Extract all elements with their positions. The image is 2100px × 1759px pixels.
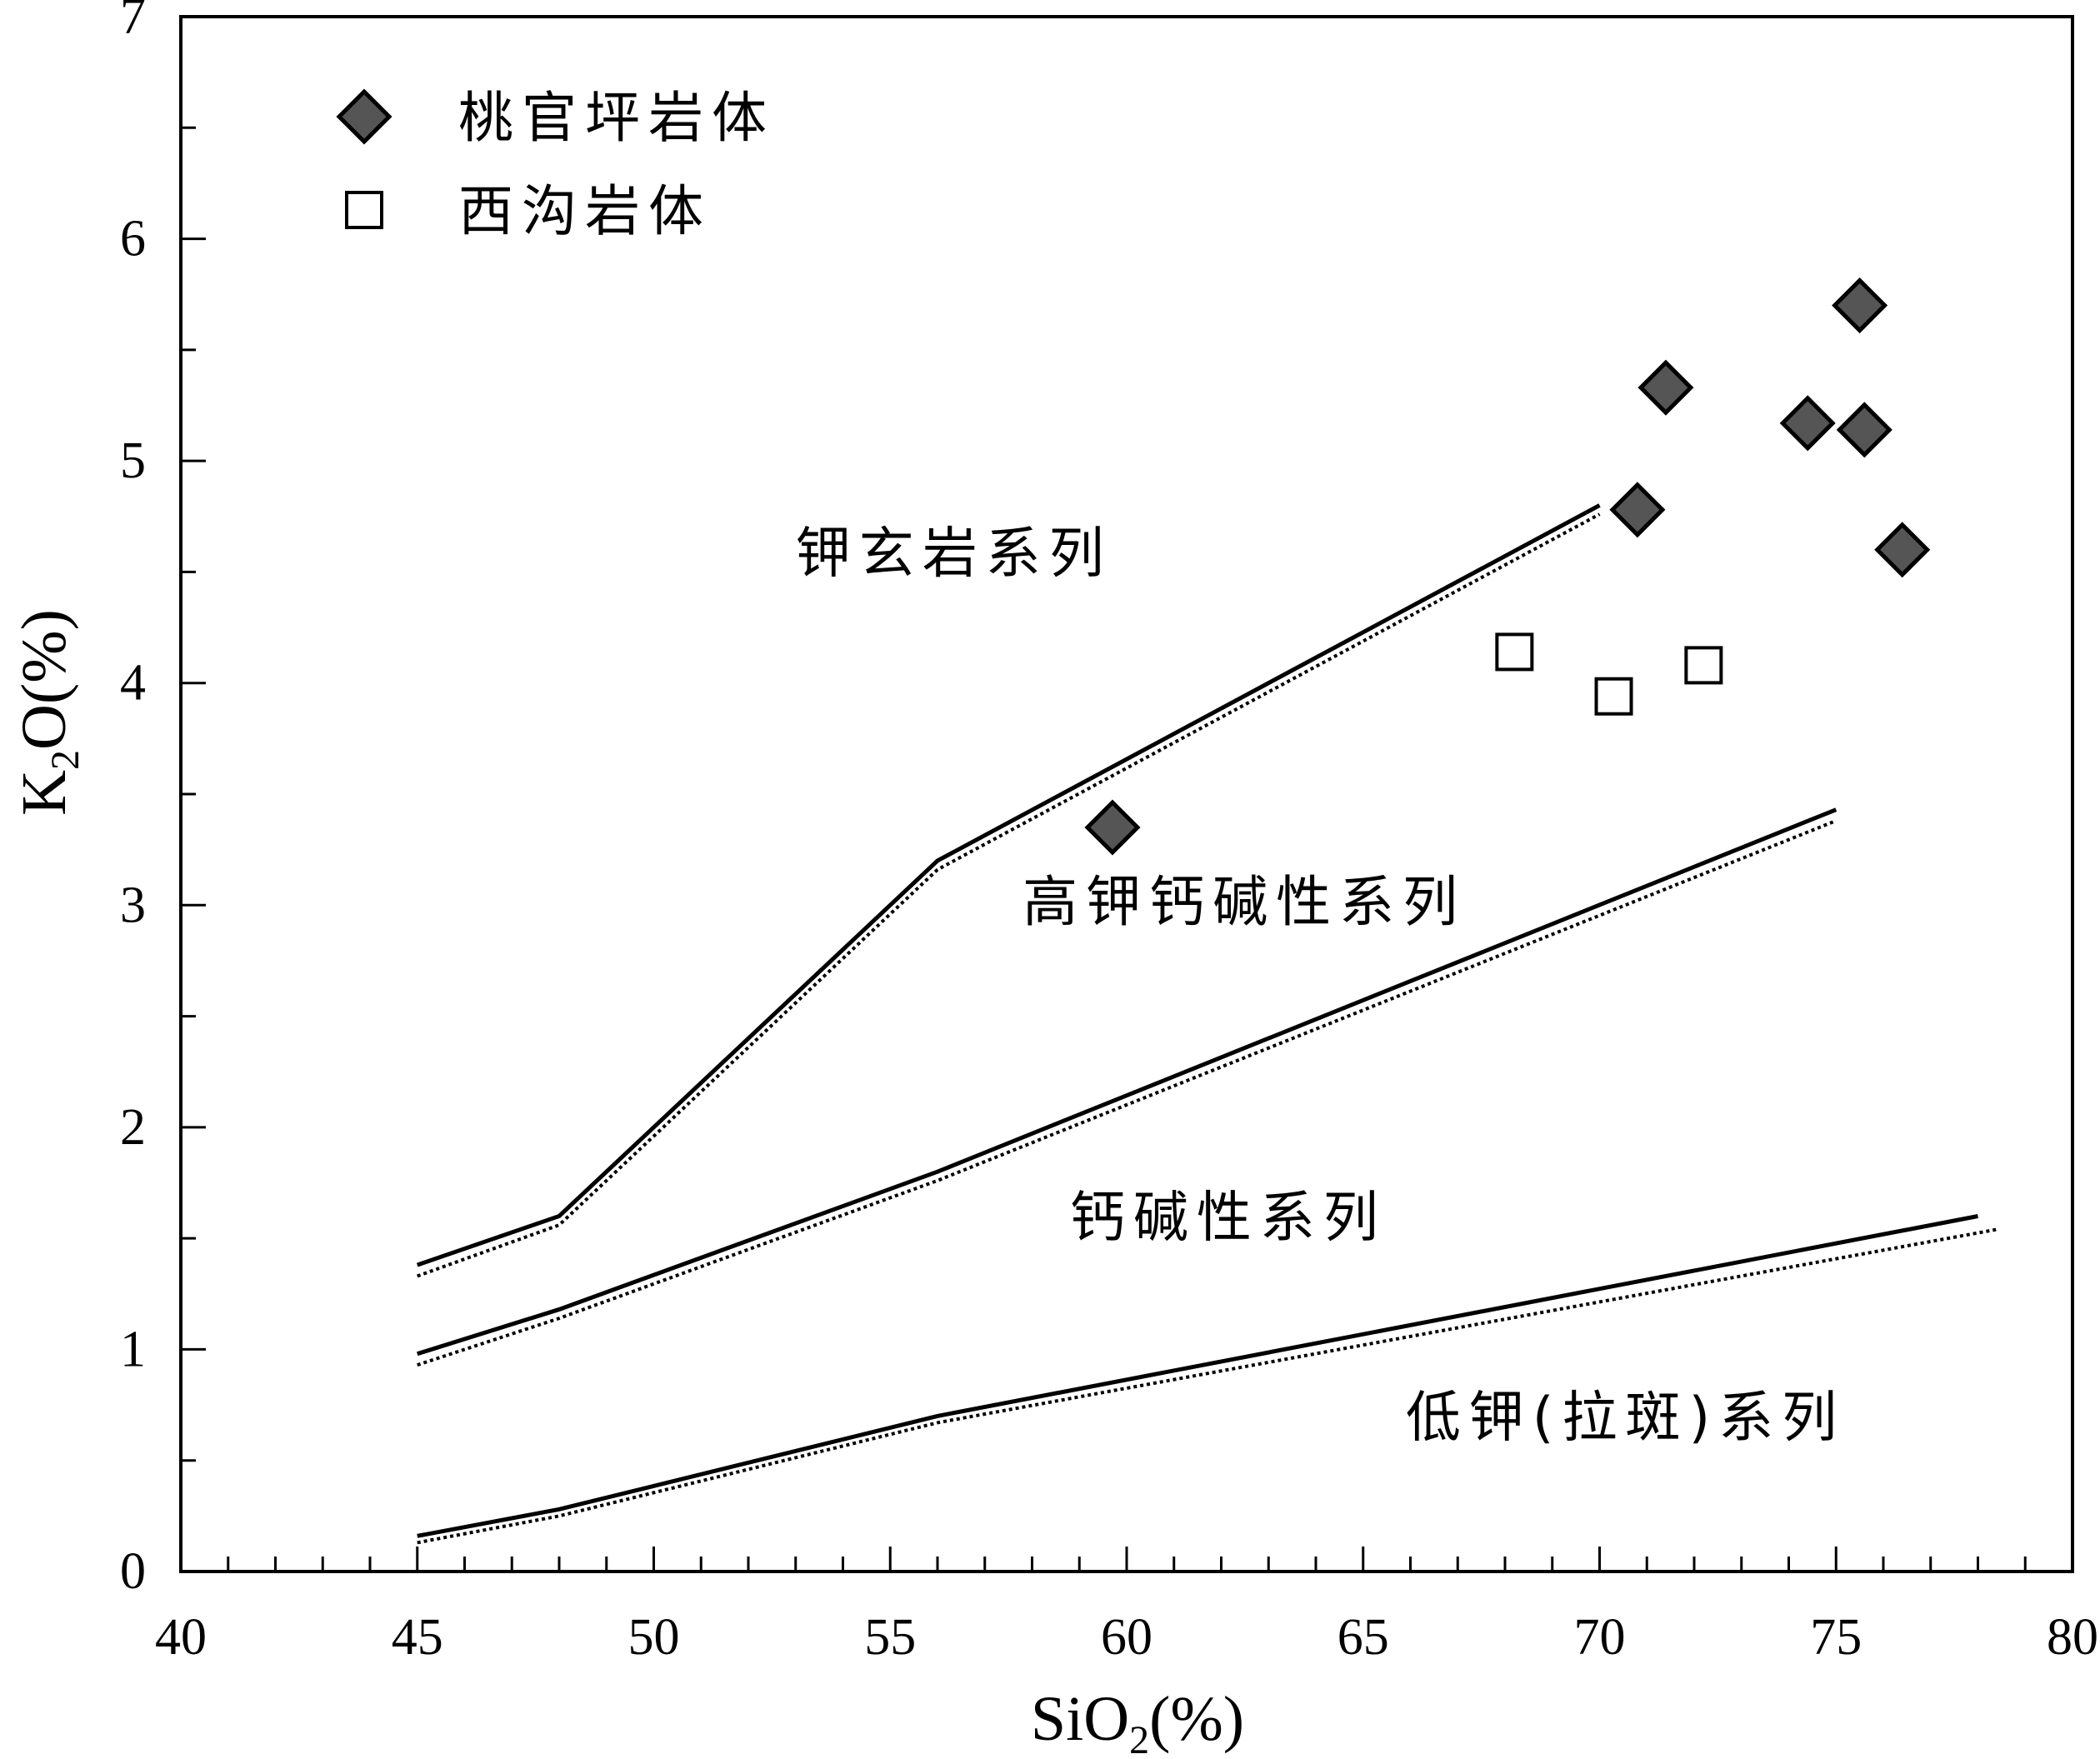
diamond-point [1638, 359, 1694, 416]
diamond-point [1874, 522, 1931, 578]
square-point [1495, 632, 1534, 672]
y-tick-label: 2 [120, 1099, 146, 1156]
boundary-solid-line [417, 1214, 1978, 1538]
x-tick-label: 60 [1101, 1609, 1152, 1666]
diamond-point [1609, 482, 1666, 538]
boundary-dotted-line [417, 512, 1601, 1278]
x-axis-title: SiO2(%) [1031, 1684, 1244, 1759]
x-tick-label: 45 [392, 1609, 443, 1666]
boundary-solid-line [417, 807, 1838, 1357]
x-tick-label: 55 [864, 1609, 916, 1666]
diamond-point [1832, 277, 1888, 334]
square-point [1594, 677, 1633, 716]
y-tick-label: 6 [120, 211, 146, 267]
legend-label: 桃官坪岩体 [458, 86, 775, 150]
boundary-solid-line [416, 503, 1601, 1267]
region-label: 高钾钙碱性系列 [1022, 870, 1466, 934]
x-tick-label: 50 [628, 1609, 680, 1666]
y-tick-label: 5 [120, 432, 146, 489]
legend-diamond-marker [336, 88, 392, 145]
y-tick-label: 7 [120, 0, 146, 45]
y-axis-title: K2O(%) [9, 609, 88, 816]
data-points [1084, 277, 1931, 856]
x-tick-label: 80 [2047, 1609, 2098, 1666]
x-tick-label: 70 [1574, 1609, 1626, 1666]
y-tick-label: 3 [120, 877, 146, 933]
square-point [1684, 646, 1723, 685]
legend-label: 西沟岩体 [458, 179, 712, 243]
region-label: 钾玄岩系列 [796, 521, 1112, 585]
x-tick-label: 75 [1810, 1609, 1862, 1666]
y-tick-label: 1 [120, 1321, 146, 1377]
boundary-lines [416, 503, 1998, 1545]
y-tick-label: 4 [120, 655, 146, 712]
diamond-point [1084, 799, 1141, 856]
diamond-point [1779, 395, 1836, 452]
x-tick-label: 65 [1338, 1609, 1389, 1666]
x-tick-label: 40 [155, 1609, 207, 1666]
y-tick-label: 0 [120, 1543, 146, 1600]
legend-square-marker [345, 191, 383, 229]
diamond-point [1836, 402, 1892, 458]
region-label: 钙碱性系列 [1070, 1185, 1387, 1249]
boundary-dotted-line [417, 819, 1837, 1367]
region-label: 低钾(拉斑)系列 [1406, 1385, 1846, 1449]
